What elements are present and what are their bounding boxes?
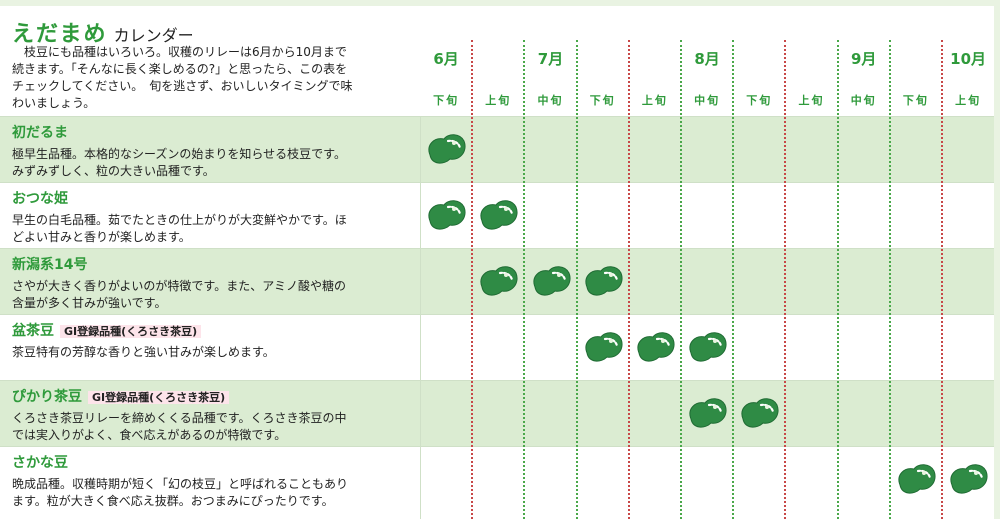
row-divider [0,116,994,117]
gi-badge: GI登録品種(くろさき茶豆) [88,391,230,404]
period-divider [523,40,526,519]
calendar-description: 枝豆にも品種はいろいろ。収穫のリレーは6月から10月まで続きます。「そんなに長く… [12,45,353,110]
row-divider [0,182,994,183]
edamame-bean-icon [529,263,573,299]
variety-info: さかな豆晩成品種。収穫時期が短く「幻の枝豆」と呼ばれることもあります。粒が大きく… [12,452,407,510]
top-border [0,0,1000,6]
period-divider [680,40,682,519]
variety-description: 極早生品種。本格的なシーズンの始まりを知らせる枝豆です。みずみずしく、粒の大きい… [12,147,346,178]
variety-description: 晩成品種。収穫時期が短く「幻の枝豆」と呼ばれることもあります。粒が大きく食べ応え… [12,477,349,508]
row-divider [0,248,994,249]
period-header: 上旬 [485,94,512,107]
variety-info: おつな姫早生の白毛品種。茹でたときの仕上がりが大変鮮やかです。ほどよい甘みと香り… [12,188,407,246]
edamame-bean-icon [476,197,520,233]
variety-name: ぴかり茶豆 GI登録品種(くろさき茶豆) [12,386,407,406]
period-divider [888,40,891,519]
title-sub: カレンダー [113,26,194,45]
edamame-bean-icon [581,329,625,365]
variety-name: さかな豆 [12,452,407,472]
edamame-bean-icon [685,329,729,365]
gi-badge: GI登録品種(くろさき茶豆) [60,325,202,338]
month-header: 6月 [433,50,459,68]
variety-name-text: 新潟系14号 [12,257,88,273]
variety-name: 盆茶豆 GI登録品種(くろさき茶豆) [12,320,407,340]
variety-name-text: 盆茶豆 [12,323,54,339]
variety-info: 初だるま極早生品種。本格的なシーズンの始まりを知らせる枝豆です。みずみずしく、粒… [12,122,407,180]
month-divider [784,40,787,519]
column-divider [420,116,421,519]
variety-description: 茶豆特有の芳醇な香りと強い甘みが楽しめます。 [12,345,275,359]
period-divider [732,40,735,519]
period-header: 上旬 [955,94,982,107]
row-divider [0,314,994,315]
variety-name: 新潟系14号 [12,254,407,274]
row-divider [0,446,994,447]
variety-row: さかな豆晩成品種。収穫時期が短く「幻の枝豆」と呼ばれることもあります。粒が大きく… [0,446,994,512]
period-header: 下旬 [746,94,773,107]
period-header: 上旬 [641,94,668,107]
period-divider [836,40,839,519]
month-divider [471,40,474,519]
variety-description: さやが大きく香りがよいのが特徴です。また、アミノ酸や糖の含量が多く甘みが強いです… [12,279,346,310]
edamame-bean-icon [424,197,468,233]
title-main: えだまめ [12,22,108,47]
month-header: 8月 [694,50,720,68]
variety-name: 初だるま [12,122,407,142]
variety-info: 盆茶豆 GI登録品種(くろさき茶豆) 茶豆特有の芳醇な香りと強い甘みが楽しめます。 [12,320,407,361]
variety-info: 新潟系14号さやが大きく香りがよいのが特徴です。また、アミノ酸や糖の含量が多く甘… [12,254,407,312]
month-divider [627,40,630,519]
variety-info: ぴかり茶豆 GI登録品種(くろさき茶豆) くろさき茶豆リレーを締めくくる品種です。く… [12,386,407,444]
month-header: 7月 [537,50,564,68]
variety-row: ぴかり茶豆 GI登録品種(くろさき茶豆) くろさき茶豆リレーを締めくくる品種です。く… [0,380,994,446]
edamame-bean-icon [424,131,468,167]
period-header: 下旬 [433,94,460,107]
period-divider [575,40,578,519]
edamame-bean-icon [476,263,520,299]
period-header: 中旬 [850,94,877,107]
edamame-bean-icon [894,461,938,497]
variety-row: おつな姫早生の白毛品種。茹でたときの仕上がりが大変鮮やかです。ほどよい甘みと香り… [0,182,994,248]
month-header: 10月 [950,50,987,68]
calendar-header: えだまめ カレンダー 枝豆にも品種はいろいろ。収穫のリレーは6月から10月まで続き… [0,6,420,116]
variety-description: くろさき茶豆リレーを締めくくる品種です。くろさき茶豆の中では実入りがよく、食べ応… [12,411,347,442]
period-header: 下旬 [589,94,616,107]
period-header: 中旬 [694,94,721,107]
calendar-title: えだまめ カレンダー [12,16,194,48]
right-border [994,0,1000,519]
period-header: 下旬 [902,94,929,107]
variety-name-text: ぴかり茶豆 [12,389,82,405]
variety-description: 早生の白毛品種。茹でたときの仕上がりが大変鮮やかです。ほどよい甘みと香りが楽しめ… [12,213,347,244]
variety-row: 盆茶豆 GI登録品種(くろさき茶豆) 茶豆特有の芳醇な香りと強い甘みが楽しめます。 [0,314,994,380]
variety-name-text: さかな豆 [12,455,68,471]
edamame-bean-icon [633,329,677,365]
variety-name-text: 初だるま [12,125,68,141]
variety-row: 初だるま極早生品種。本格的なシーズンの始まりを知らせる枝豆です。みずみずしく、粒… [0,116,994,182]
edamame-bean-icon [737,395,781,431]
variety-name: おつな姫 [12,188,407,208]
row-divider [0,380,994,381]
period-header: 上旬 [798,94,825,107]
edamame-bean-icon [685,395,729,431]
month-header: 9月 [850,50,877,68]
variety-name-text: おつな姫 [12,191,68,207]
month-divider [941,40,943,519]
edamame-bean-icon [581,263,625,299]
edamame-bean-icon [946,461,990,497]
period-header: 中旬 [537,94,564,107]
